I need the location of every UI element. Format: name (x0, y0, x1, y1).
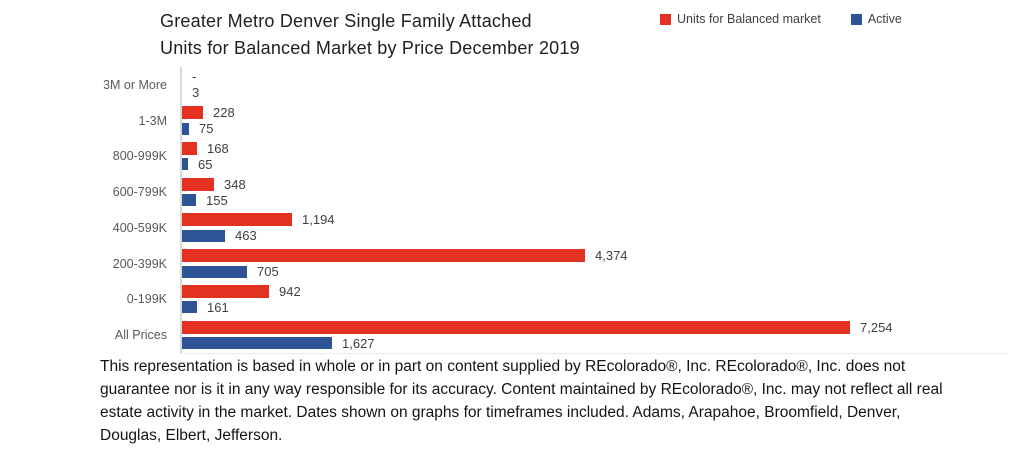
chart-row: 800-999K 168 65 (0, 138, 1000, 175)
bar-line: 4,374 (182, 248, 1000, 263)
bar-balanced-market (182, 284, 269, 298)
bar-balanced-market (182, 106, 203, 120)
value-label: 463 (235, 228, 257, 244)
legend: Units for Balanced market Active (660, 12, 902, 26)
bar-line: 942 (182, 284, 1000, 299)
bar-line: 7,254 (182, 320, 1000, 335)
value-label: 155 (206, 192, 228, 208)
bar-group: 168 65 (180, 138, 1000, 175)
bar-active (182, 194, 196, 207)
bar-active (182, 158, 188, 171)
category-label: 600-799K (112, 185, 167, 200)
legend-label-active: Active (867, 12, 902, 26)
bar-balanced-market (182, 141, 197, 155)
bar-group: 1,194 463 (180, 210, 1000, 246)
value-label: 228 (213, 105, 235, 121)
chart-title: Greater Metro Denver Single Family Attac… (160, 8, 580, 62)
value-label: - (192, 69, 197, 85)
value-label: 348 (224, 176, 246, 192)
value-label: 75 (199, 121, 214, 137)
chart-row: All Prices 7,254 1,627 (0, 317, 1000, 353)
value-label: 168 (207, 140, 229, 156)
chart-area: 3M or More -3 1-3M 228 75 800-999K 168 65 600-79… (0, 67, 1000, 353)
bar-group: 228 75 (180, 102, 1000, 139)
bar-active (182, 301, 197, 314)
legend-item-balanced: Units for Balanced market (660, 12, 821, 26)
value-label: 1,194 (302, 212, 335, 228)
value-label: 7,254 (860, 319, 893, 335)
bar-active (182, 122, 189, 135)
bar-balanced-market (182, 249, 585, 263)
bar-line: 1,194 (182, 212, 1000, 227)
bar-line: 155 (182, 193, 1000, 208)
bar-line: 3 (182, 85, 1000, 100)
bar-group: -3 (180, 67, 1000, 103)
bar-line: - (182, 69, 1000, 84)
legend-label-balanced: Units for Balanced market (677, 12, 821, 26)
bar-group: 7,254 1,627 (180, 317, 1000, 353)
value-label: 4,374 (595, 248, 628, 264)
value-label: 942 (279, 283, 301, 299)
value-label: 161 (207, 299, 229, 315)
chart-title-line-1: Greater Metro Denver Single Family Attac… (160, 11, 532, 31)
category-label: 200-399K (112, 256, 167, 271)
value-label: 65 (198, 156, 213, 172)
bar-group: 942 161 (180, 281, 1000, 318)
value-label: 705 (257, 264, 279, 280)
chart-row: 600-799K 348 155 (0, 174, 1000, 210)
chart-row: 200-399K 4,374 705 (0, 245, 1000, 282)
value-label: 3 (192, 85, 200, 101)
bar-balanced-market (182, 320, 850, 334)
bar-line: 75 (182, 121, 1000, 136)
disclaimer-text: This representation is based in whole or… (100, 358, 943, 444)
bar-group: 4,374 705 (180, 245, 1000, 282)
bar-line: 65 (182, 157, 1000, 172)
chart-rows: 3M or More -3 1-3M 228 75 800-999K 168 65 600-79… (0, 67, 1000, 353)
category-label: 1-3M (138, 113, 167, 128)
legend-color-swatch-balanced-icon (660, 13, 671, 25)
chart-row: 0-199K 942 161 (0, 281, 1000, 318)
bar-line: 168 (182, 141, 1000, 156)
bar-line: 1,627 (182, 336, 1000, 351)
chart-title-line-2: Units for Balanced Market by Price Decem… (160, 38, 580, 58)
bar-balanced-market (182, 177, 214, 191)
category-label: 800-999K (112, 149, 167, 164)
bar-active (182, 337, 332, 350)
bar-balanced-market (182, 213, 292, 227)
chart-row: 1-3M 228 75 (0, 102, 1000, 139)
value-label: 1,627 (342, 335, 375, 351)
bar-line: 463 (182, 228, 1000, 243)
bar-line: 228 (182, 105, 1000, 120)
category-label: 0-199K (126, 292, 167, 307)
bar-active (182, 229, 225, 242)
chart-row: 400-599K 1,194 463 (0, 210, 1000, 246)
x-axis-line (180, 353, 1008, 354)
bar-line: 161 (182, 300, 1000, 315)
chart-row: 3M or More -3 (0, 67, 1000, 103)
bar-line: 348 (182, 177, 1000, 192)
category-label: 3M or More (103, 77, 167, 92)
bar-active (182, 265, 247, 278)
bar-line: 705 (182, 264, 1000, 279)
bar-group: 348 155 (180, 174, 1000, 210)
legend-item-active: Active (850, 12, 902, 26)
category-label: All Prices (114, 328, 167, 343)
legend-color-swatch-active-icon (850, 13, 862, 25)
category-label: 400-599K (112, 220, 167, 235)
